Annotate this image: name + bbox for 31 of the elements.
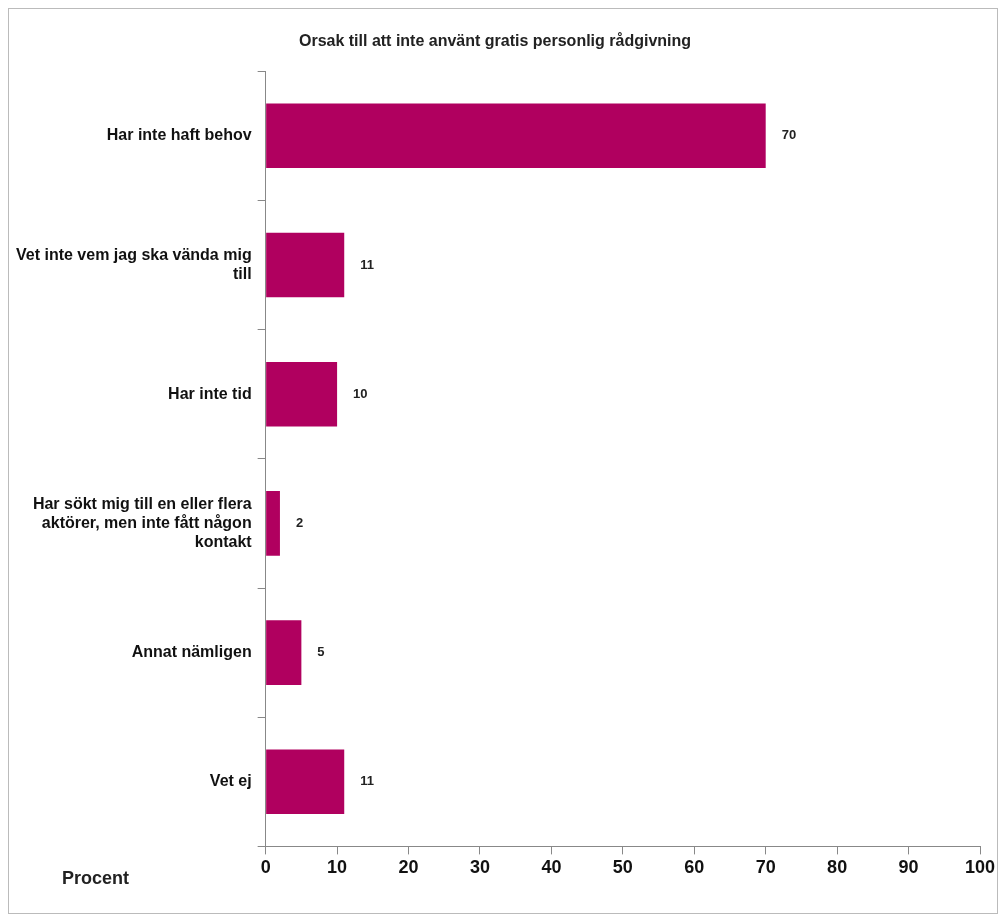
data-label: 2 [295, 514, 304, 530]
x-tick-label: 60 [684, 857, 705, 878]
y-tick-label: Har inte tid [168, 384, 252, 402]
data-label: 10 [353, 385, 368, 401]
x-tick-label: 90 [898, 857, 919, 878]
x-axis-title: Procent [62, 867, 130, 888]
x-tick-label: 40 [541, 857, 562, 878]
x-tick-label: 80 [827, 857, 848, 878]
data-label: 11 [360, 773, 374, 789]
x-tick-label: 20 [398, 857, 419, 878]
data-label: 5 [317, 644, 325, 660]
bar [266, 491, 280, 556]
y-tick-label: Har sökt mig till en eller flera aktörer, men inte fått någon kontakt [32, 494, 253, 551]
bar [266, 620, 302, 685]
y-tick-label: Annat nämligen [131, 643, 252, 661]
data-label: 70 [781, 127, 797, 143]
chart-title: Orsak till att inte använt gratis personlig rådgivning [298, 32, 692, 50]
y-tick-label: Har inte haft behov [106, 126, 252, 144]
y-tick-label: Vet inte vem jag ska vända mig till [16, 245, 252, 283]
bar [266, 749, 345, 815]
x-tick-label: 50 [612, 857, 633, 878]
x-tick-label: 0 [260, 857, 271, 878]
bar [266, 361, 338, 427]
x-tick-label: 30 [469, 857, 490, 878]
bar [266, 103, 766, 169]
x-tick-label: 70 [755, 857, 776, 878]
data-label: 11 [360, 256, 374, 272]
bar [266, 232, 345, 298]
x-tick-label: 100 [964, 857, 996, 878]
y-tick-label: Vet ej [209, 772, 252, 790]
x-tick-label: 10 [327, 857, 348, 878]
